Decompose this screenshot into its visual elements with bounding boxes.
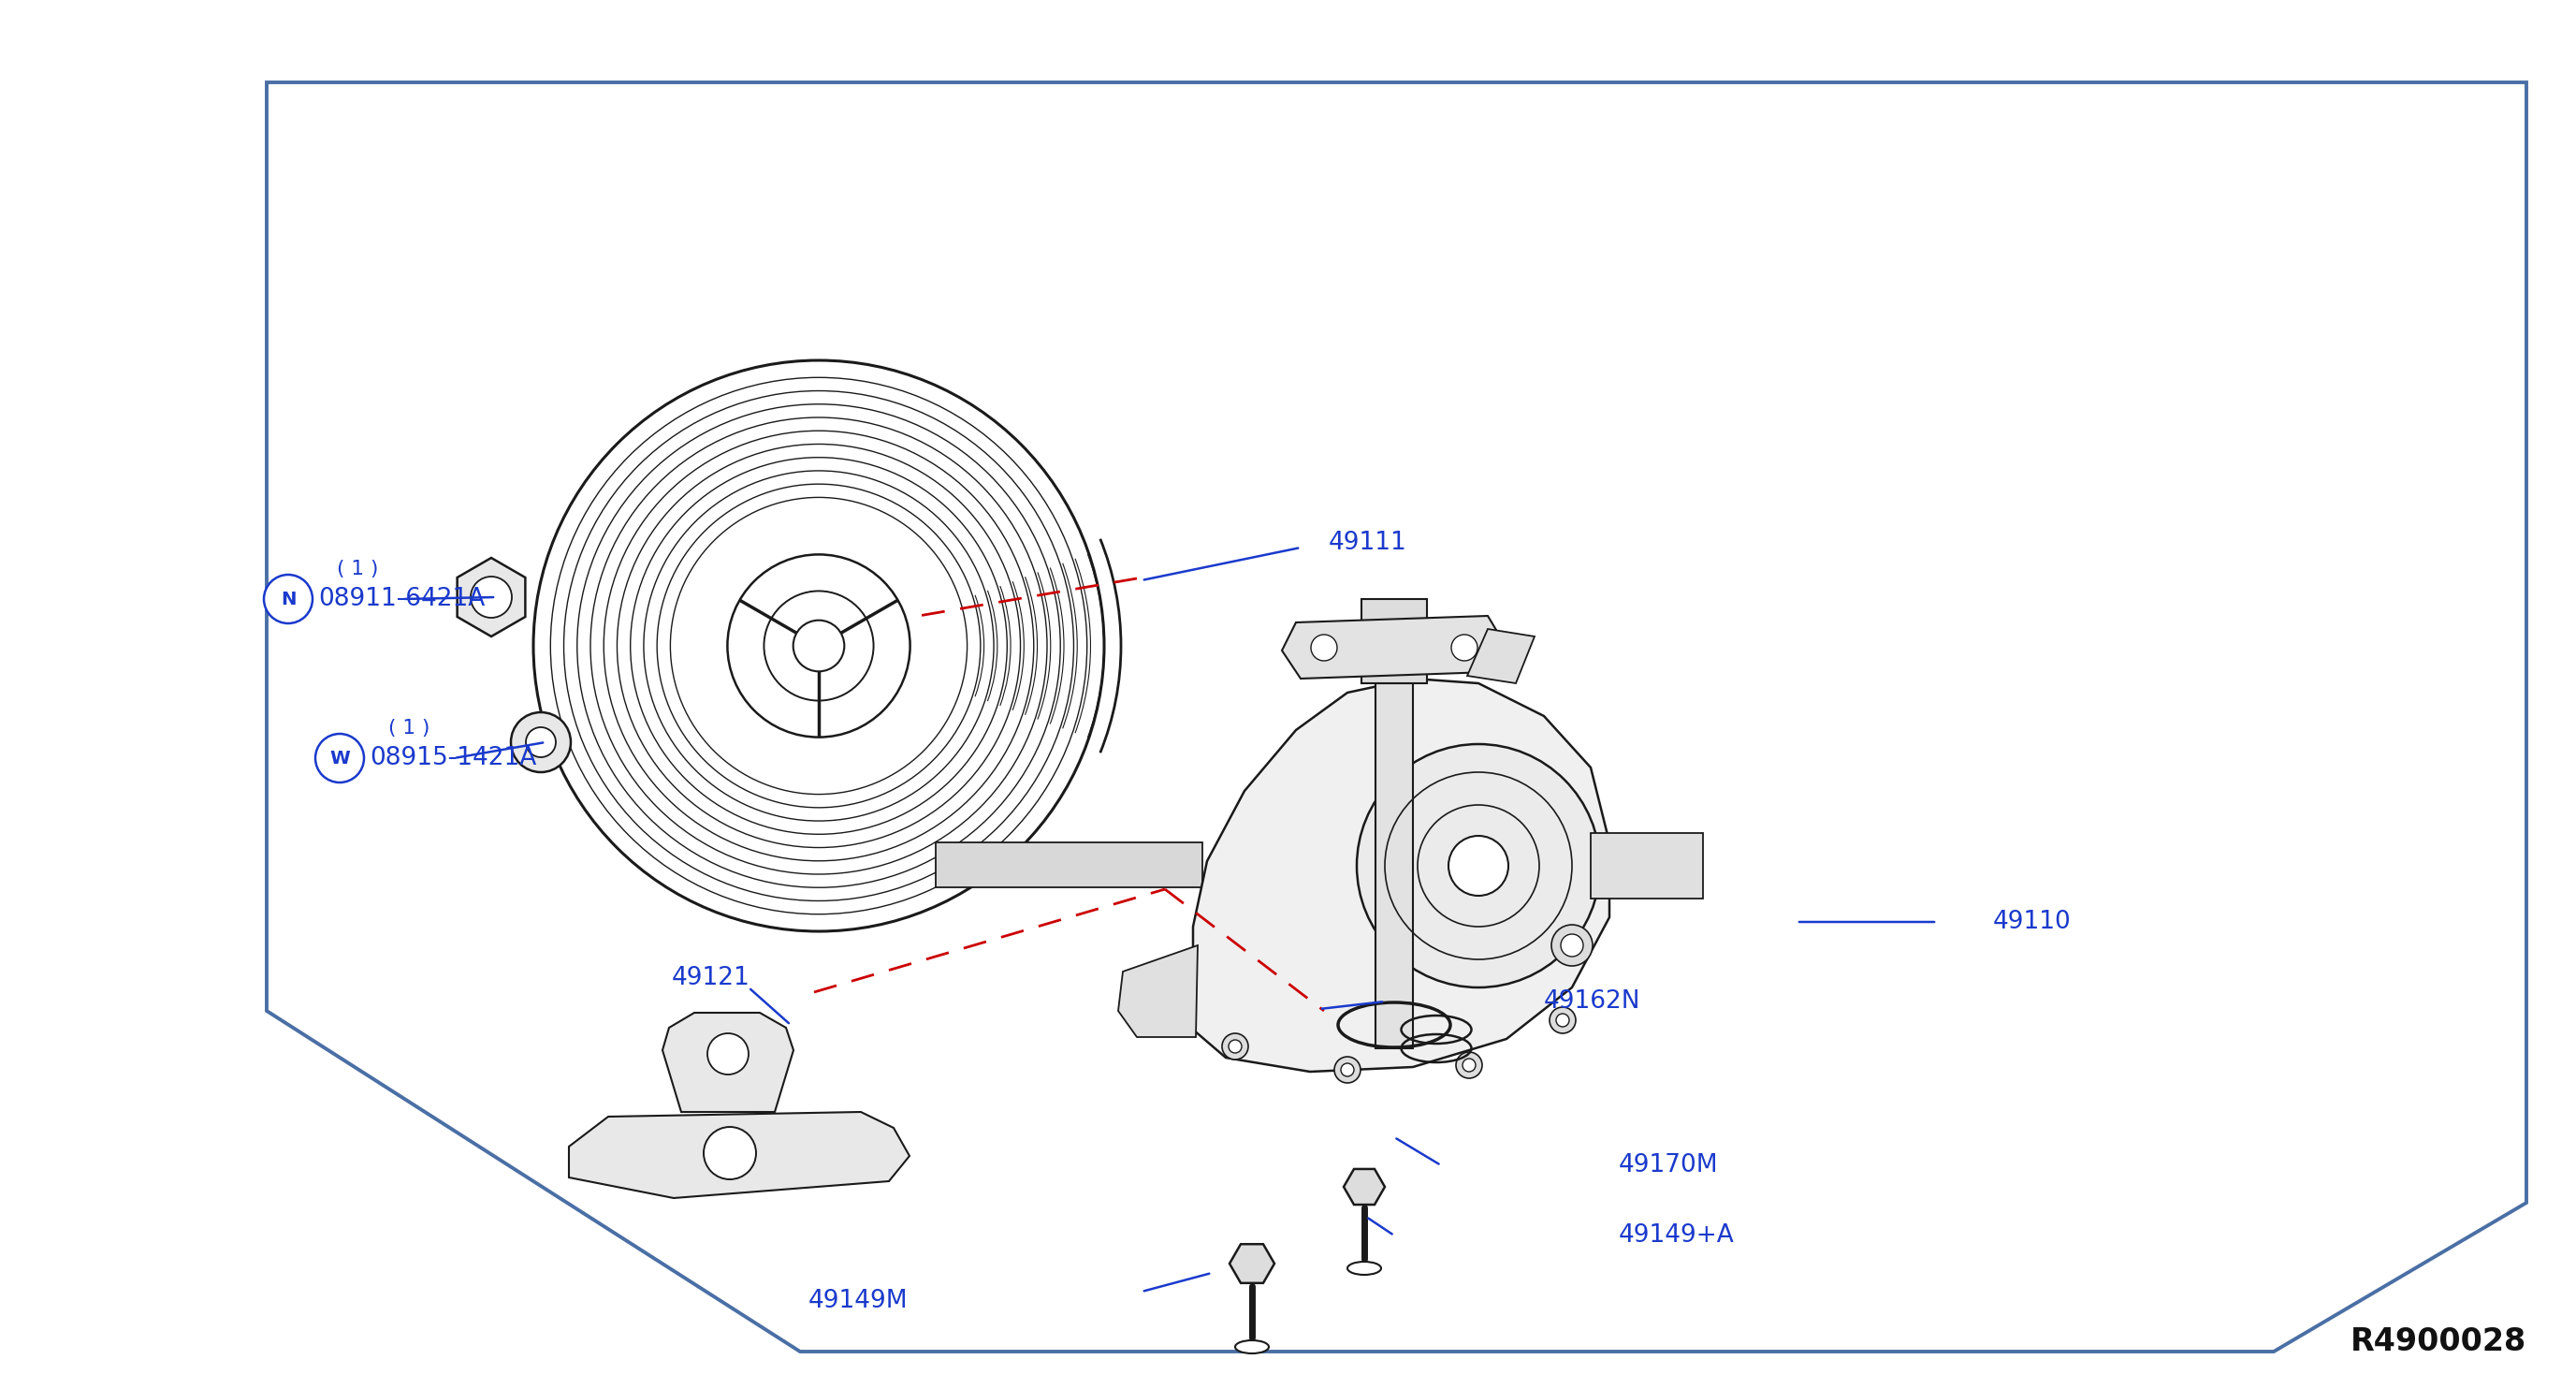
Polygon shape bbox=[569, 1113, 909, 1199]
Circle shape bbox=[726, 554, 909, 738]
Text: 49162N: 49162N bbox=[1543, 989, 1641, 1014]
Polygon shape bbox=[1592, 833, 1703, 899]
Circle shape bbox=[703, 1126, 755, 1179]
Polygon shape bbox=[662, 1013, 793, 1113]
Circle shape bbox=[1229, 1040, 1242, 1053]
Circle shape bbox=[1342, 1063, 1355, 1076]
Circle shape bbox=[510, 713, 572, 772]
Text: 49170M: 49170M bbox=[1618, 1153, 1718, 1178]
Text: ( 1 ): ( 1 ) bbox=[337, 560, 379, 578]
Circle shape bbox=[1556, 1014, 1569, 1026]
Polygon shape bbox=[1283, 615, 1504, 679]
Text: 49110: 49110 bbox=[1994, 910, 2071, 935]
Polygon shape bbox=[1363, 599, 1427, 683]
Circle shape bbox=[1311, 635, 1337, 661]
Circle shape bbox=[1551, 1007, 1577, 1033]
Text: R4900028: R4900028 bbox=[2349, 1326, 2527, 1357]
Polygon shape bbox=[1229, 1245, 1275, 1283]
Text: 49121: 49121 bbox=[672, 965, 750, 990]
Polygon shape bbox=[1468, 629, 1535, 683]
Circle shape bbox=[1358, 745, 1600, 988]
Polygon shape bbox=[456, 558, 526, 636]
Polygon shape bbox=[1345, 1170, 1386, 1204]
Polygon shape bbox=[935, 842, 1203, 888]
Circle shape bbox=[1221, 1033, 1249, 1060]
Circle shape bbox=[793, 621, 845, 671]
Circle shape bbox=[1551, 925, 1592, 965]
Circle shape bbox=[314, 733, 363, 782]
Circle shape bbox=[1334, 1057, 1360, 1083]
Text: 08911-6421A: 08911-6421A bbox=[319, 588, 484, 611]
Text: 49111: 49111 bbox=[1329, 531, 1406, 556]
Circle shape bbox=[1448, 836, 1510, 896]
Text: 08915-1421A: 08915-1421A bbox=[368, 746, 536, 771]
Circle shape bbox=[708, 1033, 750, 1075]
Circle shape bbox=[1561, 935, 1584, 957]
Circle shape bbox=[263, 575, 312, 624]
Text: N: N bbox=[281, 590, 296, 608]
Circle shape bbox=[1450, 635, 1479, 661]
Text: 49149M: 49149M bbox=[809, 1289, 907, 1313]
Circle shape bbox=[526, 728, 556, 757]
Text: W: W bbox=[330, 749, 350, 767]
Circle shape bbox=[765, 590, 873, 700]
Ellipse shape bbox=[1234, 1340, 1270, 1353]
Ellipse shape bbox=[1347, 1261, 1381, 1275]
Text: ( 1 ): ( 1 ) bbox=[389, 720, 430, 738]
Polygon shape bbox=[1118, 946, 1198, 1038]
Circle shape bbox=[471, 576, 513, 618]
Polygon shape bbox=[1376, 683, 1412, 1049]
Circle shape bbox=[1463, 1058, 1476, 1072]
Text: 49149+A: 49149+A bbox=[1618, 1224, 1734, 1247]
Circle shape bbox=[1455, 1051, 1481, 1078]
Polygon shape bbox=[1193, 679, 1610, 1072]
Circle shape bbox=[533, 360, 1105, 931]
